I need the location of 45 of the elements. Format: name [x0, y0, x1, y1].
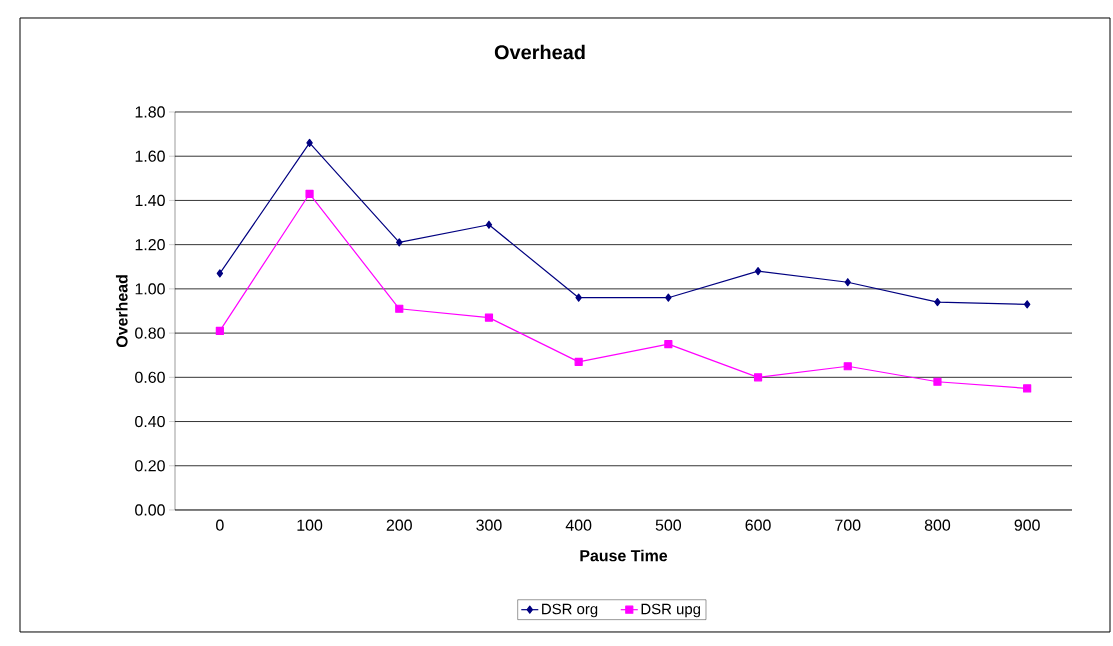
legend-label: DSR org — [542, 603, 598, 618]
x-tick-label: 200 — [386, 519, 412, 531]
point — [753, 373, 763, 382]
point — [395, 304, 404, 313]
point — [216, 269, 224, 278]
point — [305, 189, 314, 198]
x-tick-label: 400 — [565, 519, 592, 531]
y-tick-label: 0.20 — [135, 460, 165, 472]
point — [665, 293, 672, 302]
x-tick-label: 700 — [835, 519, 861, 531]
y-tick-label: 1.80 — [135, 106, 165, 118]
point — [574, 357, 583, 366]
legend-label: DSR upg — [641, 603, 701, 618]
point — [396, 238, 403, 247]
point — [664, 340, 673, 349]
x-axis-title: Pause Time — [580, 549, 668, 562]
point — [484, 313, 494, 322]
point — [1023, 300, 1031, 309]
x-tick-label: 0 — [216, 519, 224, 531]
point — [215, 326, 224, 335]
point — [754, 267, 762, 276]
point — [934, 298, 941, 307]
y-tick-label: 0.80 — [135, 327, 165, 339]
x-tick-label: 300 — [476, 519, 502, 531]
point — [933, 377, 942, 386]
x-tick-label: 100 — [297, 519, 323, 531]
y-axis-title: Overhead — [115, 275, 128, 348]
x-tick-label: 600 — [745, 519, 771, 531]
y-tick-label: 0.40 — [135, 415, 165, 428]
y-tick-label: 0.60 — [135, 371, 165, 383]
y-tick-label: 1.20 — [135, 239, 165, 251]
y-tick-label: 0.00 — [135, 504, 165, 516]
x-tick-label: 900 — [1014, 519, 1040, 531]
y-tick-label: 1.00 — [135, 283, 165, 295]
point — [485, 220, 493, 229]
y-tick-label: 1.60 — [135, 150, 165, 162]
point — [306, 138, 313, 148]
point — [844, 278, 851, 287]
point — [843, 362, 852, 371]
point — [575, 293, 582, 302]
x-tick-label: 800 — [924, 519, 951, 531]
chart-title: Overhead — [494, 44, 585, 60]
point — [1023, 384, 1032, 393]
x-tick-label: 500 — [655, 519, 682, 531]
y-tick-label: 1.40 — [135, 194, 165, 207]
